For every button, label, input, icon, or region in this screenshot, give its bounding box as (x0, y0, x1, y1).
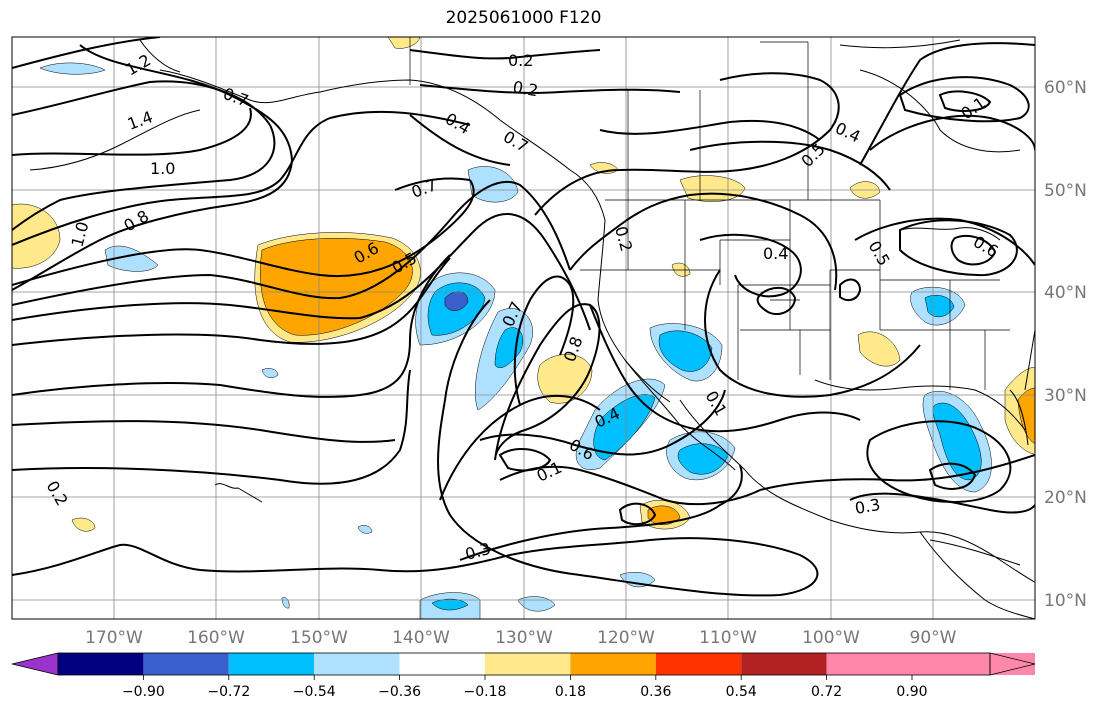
colorbar-segment (655, 653, 742, 675)
colorbar-segment (485, 653, 571, 675)
colorbar-ticks (142, 675, 913, 680)
canada-arctic (839, 39, 961, 49)
colorbar-label: −0.72 (207, 684, 250, 700)
central-america (919, 531, 1035, 619)
anomaly-fill-skyblue-arizona (658, 330, 713, 372)
colorbar-label: 0.36 (640, 684, 671, 700)
anomaly-fill-lightblue-ak-west (39, 62, 106, 75)
colorbar-label: 0.90 (896, 684, 927, 700)
colorbar-segment (228, 653, 315, 675)
colorbar-segment (399, 653, 485, 675)
colorbar-label: −0.90 (122, 684, 165, 700)
lat-label: 20°N (1044, 488, 1087, 508)
anomaly-fill-yellow-southeast (857, 331, 901, 367)
colorbar-outline (57, 652, 991, 676)
colorbar-label: −0.18 (464, 684, 507, 700)
great-lakes (899, 227, 1001, 241)
colorbar-label: −0.54 (293, 684, 336, 700)
lat-label: 50°N (1044, 181, 1087, 201)
anomaly-fill-orange-pacific (260, 238, 413, 336)
colorbar-label: 0.72 (811, 684, 842, 700)
anomaly-fill-yellow-small-rockies (671, 262, 691, 277)
contour-label: 0.2 (511, 77, 539, 100)
hawaii (214, 483, 263, 503)
east-coast (1024, 326, 1035, 391)
colorbar-segment (58, 653, 144, 675)
contour-label: 0.3 (853, 495, 881, 518)
anomaly-fill-lightblue-small-2 (357, 525, 373, 534)
longitude-labels: 170°W 160°W 150°W 140°W 130°W 120°W 110°… (85, 628, 957, 648)
lon-label: 140°W (392, 628, 450, 648)
lon-label: 110°W (699, 628, 757, 648)
lon-label: 150°W (290, 628, 348, 648)
lat-label: 40°N (1044, 283, 1087, 303)
lon-label: 170°W (85, 628, 143, 648)
lon-label: 160°W (187, 628, 245, 648)
latitude-labels: 60°N 50°N 40°N 30°N 20°N 10°N (1044, 78, 1087, 611)
colorbar-extend-low (11, 652, 59, 676)
colorbar-segment (314, 653, 400, 675)
anomaly-fill-skyblue-south-1 (431, 598, 469, 611)
anomaly-fill-skyblue-greatlakes (924, 295, 955, 318)
contour-lines (12, 37, 1035, 597)
colorbar-segment (741, 653, 827, 675)
chart-title: 2025061000 F120 (445, 8, 602, 28)
colorbar-label: 0.54 (726, 684, 757, 700)
lon-label: 120°W (597, 628, 655, 648)
contour-label: 1.0 (150, 159, 175, 178)
colorbar-segment (143, 653, 229, 675)
map-frame (11, 36, 1036, 620)
west-coast-na (597, 219, 671, 403)
colorbar-segment (570, 653, 656, 675)
contour-label: 0.4 (763, 244, 788, 263)
anomaly-fill-skyblue-mexico (677, 443, 729, 475)
anomaly-fill-orange-mexico-south (647, 505, 681, 525)
colorbar-label: −0.36 (378, 684, 421, 700)
anomaly-fill-orange-florida (1017, 387, 1035, 444)
lon-label: 90°W (910, 628, 957, 648)
anomaly-fill-lightblue-midpac-west (104, 245, 159, 272)
contour-label: 0.2 (508, 51, 533, 70)
bering-coast (139, 39, 181, 73)
lat-label: 10°N (1044, 591, 1087, 611)
political-borders (409, 37, 1010, 390)
anomaly-fill-skyblue-trough (494, 327, 524, 368)
lat-label: 60°N (1044, 78, 1087, 98)
hudson-bay-coast (859, 69, 1021, 153)
graticule (12, 37, 1035, 619)
colorbar: −0.90 −0.72 −0.54 −0.36 −0.18 0.18 0.36 … (11, 652, 1036, 700)
colorbar-extend-high (826, 653, 1035, 675)
lat-label: 30°N (1044, 386, 1087, 406)
anomaly-fill-lightblue-small-1 (261, 368, 279, 378)
mexico-coast (679, 399, 1035, 583)
lon-label: 100°W (802, 628, 860, 648)
cuba (929, 539, 1021, 566)
aleutian-islands (29, 109, 201, 171)
florida (1009, 389, 1029, 446)
colorbar-label: 0.18 (555, 684, 586, 700)
anomaly-fill-skyblue-baja (593, 394, 656, 461)
lon-label: 130°W (495, 628, 553, 648)
anomaly-fill-yellow-small-sw (71, 517, 96, 532)
